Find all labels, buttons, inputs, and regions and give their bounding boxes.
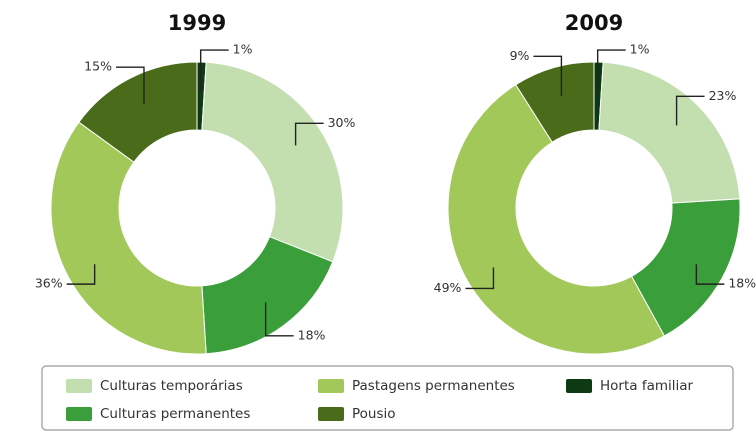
legend-swatch (566, 379, 592, 393)
data-label: 18% (298, 327, 326, 342)
donut-slice (447, 84, 666, 355)
donut-slice (50, 121, 207, 355)
data-label: 1% (233, 42, 253, 57)
legend-label: Horta familiar (600, 378, 694, 394)
leader-line (199, 49, 229, 92)
leader-line (533, 55, 563, 96)
data-label: 1% (630, 42, 650, 57)
donut-slice (78, 61, 198, 163)
legend-label: Culturas permanentes (100, 406, 250, 422)
donut-slice (630, 198, 741, 337)
legend-swatch (318, 379, 344, 393)
legend-label: Pastagens permanentes (352, 378, 515, 394)
legend-swatch (66, 407, 92, 421)
data-label: 49% (434, 280, 462, 295)
leader-line (294, 122, 324, 146)
data-label: 23% (709, 88, 737, 103)
legend-swatch (318, 407, 344, 421)
data-label: 18% (728, 276, 756, 291)
donut-slice (201, 236, 334, 355)
legend-label: Culturas temporárias (100, 378, 243, 394)
data-label: 30% (328, 115, 356, 130)
data-label: 36% (35, 276, 63, 291)
donut-slice (515, 61, 595, 143)
chart-title: 1999 (168, 11, 226, 35)
leader-line (596, 49, 626, 92)
leader-line (66, 264, 96, 285)
leader-line (675, 95, 705, 126)
chart-title: 2009 (565, 11, 623, 35)
leader-line (115, 66, 145, 104)
legend-swatch (66, 379, 92, 393)
data-label: 9% (510, 48, 530, 63)
donut-slice (201, 61, 344, 263)
leader-line (695, 264, 725, 285)
donut-slice (598, 61, 741, 204)
legend-label: Pousio (352, 406, 396, 422)
data-label: 15% (84, 59, 112, 74)
leader-line (264, 302, 294, 337)
legend-box (41, 365, 734, 431)
leader-line (465, 267, 495, 290)
